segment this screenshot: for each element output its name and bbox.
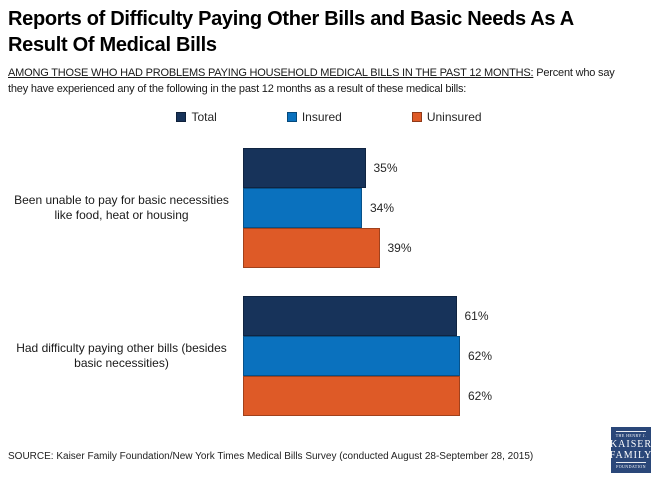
bar-value-label: 61% [464,309,489,323]
bar-stack: 61% 62% 62% [243,296,658,416]
logo-line-henry: THE HENRY J. [615,433,647,438]
chart-subtitle: AMONG THOSE WHO HAD PROBLEMS PAYING HOUS… [8,65,650,97]
legend-swatch-total [176,112,187,122]
category-label: Had difficulty paying other bills (besid… [16,341,227,370]
subtitle-note: Percent who say they have experienced an… [8,67,615,95]
legend-swatch-insured [286,112,297,122]
bar-insured [243,188,362,228]
chart-title: Reports of Difficulty Paying Other Bills… [8,8,574,56]
bar-uninsured [243,228,380,268]
bar-value-label: 35% [373,161,398,175]
bar-insured [243,336,460,376]
legend-item-total: Total [176,110,217,124]
bar-value-label: 62% [468,349,493,363]
bar-row-insured: 34% [243,188,658,228]
bar-row-total: 61% [243,296,658,336]
logo-rule-top [616,431,646,432]
source-note: SOURCE: Kaiser Family Foundation/New Yor… [8,451,534,462]
legend-swatch-uninsured [411,112,422,122]
bar-total [243,296,457,336]
bar-group: Been unable to pay for basic necessities… [0,148,658,268]
subtitle-emphasis: AMONG THOSE WHO HAD PROBLEMS PAYING HOUS… [8,67,534,79]
logo-line-foundation: FOUNDATION [616,464,646,469]
bar-stack: 35% 34% 39% [243,148,658,268]
bar-total [243,148,366,188]
legend-item-uninsured: Uninsured [411,110,482,124]
bar-row-uninsured: 39% [243,228,658,268]
chart-legend: Total Insured Uninsured [0,110,658,124]
category-label: Been unable to pay for basic necessities… [14,193,229,222]
bar-value-label: 39% [387,241,412,255]
bar-row-uninsured: 62% [243,376,658,416]
bar-value-label: 62% [468,389,493,403]
bar-row-insured: 62% [243,336,658,376]
kff-logo: THE HENRY J. KAISER FAMILY FOUNDATION [609,427,653,473]
legend-label: Uninsured [426,110,482,124]
logo-line-family: FAMILY [609,450,653,461]
bar-value-label: 34% [370,201,395,215]
bar-row-total: 35% [243,148,658,188]
logo-rule-bottom [616,462,646,463]
legend-item-insured: Insured [286,110,342,124]
chart-area: Been unable to pay for basic necessities… [0,148,658,416]
legend-label: Total [191,110,217,124]
bar-group: Had difficulty paying other bills (besid… [0,296,658,416]
bar-uninsured [243,376,460,416]
legend-label: Insured [301,110,342,124]
logo-line-kaiser: KAISER [609,439,653,450]
